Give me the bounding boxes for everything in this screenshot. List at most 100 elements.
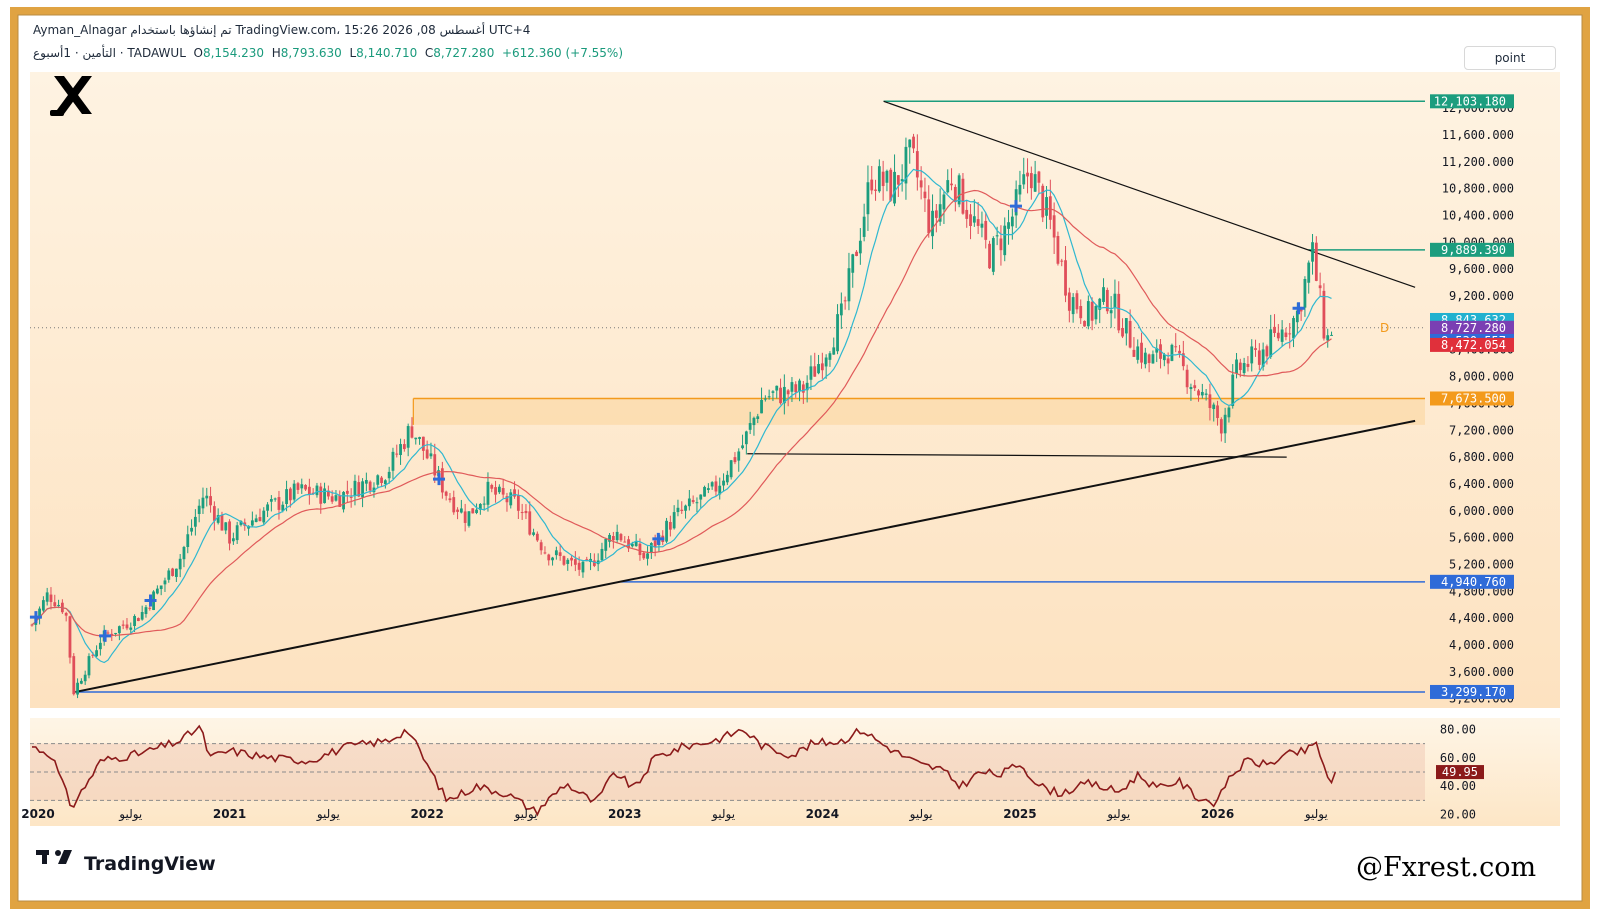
- candle-body: [368, 481, 372, 491]
- candle-body: [760, 399, 763, 414]
- uptrend-line: [75, 419, 1416, 693]
- candle-body: [528, 511, 532, 535]
- candle-body: [1075, 293, 1079, 310]
- rsi-line: [31, 724, 1337, 817]
- candle-body: [1128, 320, 1132, 348]
- rsi-value-box: [1436, 765, 1484, 780]
- candle-body: [554, 550, 558, 556]
- candle-body: [794, 384, 798, 393]
- candle-body: [444, 491, 448, 496]
- candle-body: [577, 562, 581, 570]
- candle-body: [235, 525, 239, 541]
- candle-body: [1113, 293, 1117, 308]
- candle-body: [76, 682, 79, 695]
- candle-body: [573, 559, 577, 565]
- price-label-text: 8,727.280: [1441, 321, 1506, 335]
- low-value: 8,140.710: [356, 46, 418, 60]
- candle-body: [209, 496, 212, 506]
- y-tick-label: 5,600.000: [1449, 531, 1514, 545]
- price-label-text: 7,673.500: [1441, 391, 1506, 405]
- current-marker: D: [1380, 321, 1389, 335]
- candle-body: [988, 243, 991, 269]
- candle-body: [330, 496, 334, 502]
- candle-body: [874, 189, 877, 191]
- candle-body: [1273, 326, 1276, 334]
- candle-body: [733, 457, 737, 463]
- candle-body: [684, 505, 687, 511]
- candle-body: [741, 445, 744, 449]
- candle-body: [619, 534, 623, 541]
- candle-body: [87, 656, 91, 676]
- watermark-text: @Fxrest.com: [1356, 852, 1537, 883]
- candle-body: [1314, 242, 1318, 281]
- fast-moving-average-line: [31, 168, 1332, 664]
- candle-body: [706, 488, 710, 490]
- x-tick-label: 2021: [213, 807, 246, 821]
- candle-body: [1311, 242, 1314, 262]
- candle-body: [414, 437, 418, 440]
- candle-body: [315, 485, 319, 496]
- candle-body: [95, 650, 98, 657]
- candle-body: [456, 509, 459, 512]
- candle-body: [649, 543, 653, 553]
- rsi-tick-label: 80.00: [1440, 722, 1476, 736]
- candle-body: [893, 171, 896, 204]
- candle-body: [1326, 335, 1330, 341]
- price-label-text: 4,940.760: [1441, 575, 1506, 589]
- candle-body: [497, 486, 501, 493]
- price-label-text: 3,299.170: [1441, 685, 1506, 699]
- candle-body: [1052, 215, 1056, 238]
- candle-body: [984, 220, 988, 240]
- candle-body: [1033, 174, 1037, 192]
- candle-body: [1303, 279, 1307, 308]
- candle-body: [292, 483, 296, 500]
- candle-body: [1208, 394, 1212, 409]
- candle-body: [1318, 285, 1322, 289]
- channel-upper-line: [883, 100, 1416, 288]
- candle-body: [646, 553, 649, 559]
- signal-marker-icon: [433, 473, 446, 486]
- candle-body: [695, 502, 699, 504]
- candle-body: [482, 503, 486, 505]
- candle-body: [1102, 287, 1105, 302]
- x-tick-label: 2023: [608, 807, 641, 821]
- candle-body: [896, 175, 900, 185]
- candle-body: [1117, 293, 1121, 331]
- candle-body: [535, 533, 539, 541]
- x-tick-label: يوليو: [1106, 807, 1130, 822]
- candle-body: [1189, 387, 1193, 390]
- candle-body: [49, 594, 53, 602]
- candle-body: [608, 534, 611, 542]
- chart-author-line: Ayman_Alnagar تم إنشاؤها باستخدام Tradin…: [33, 23, 531, 37]
- candle-body: [680, 509, 684, 511]
- candle-body: [786, 390, 790, 395]
- y-tick-label: 9,200.000: [1449, 289, 1514, 303]
- candle-body: [285, 489, 288, 505]
- candle-body: [505, 496, 509, 503]
- candle-body: [288, 488, 292, 501]
- candle-body: [486, 481, 490, 505]
- candle-body: [399, 444, 402, 456]
- candle-body: [653, 540, 657, 548]
- candle-body: [1178, 350, 1181, 354]
- candle-body: [338, 495, 342, 507]
- candle-body: [1155, 348, 1159, 353]
- x-tick-label: يوليو: [513, 807, 537, 822]
- candle-body: [1212, 404, 1216, 410]
- candle-body: [1026, 172, 1029, 177]
- candle-body: [448, 498, 452, 501]
- candle-body: [1193, 385, 1197, 389]
- candle-body: [881, 171, 885, 187]
- candle-body: [931, 210, 934, 237]
- scale-mode-button[interactable]: point: [1464, 46, 1556, 70]
- candle-body: [193, 516, 197, 527]
- candle-body: [950, 183, 953, 186]
- signal-marker-icon: [29, 611, 42, 624]
- x-tick-label: 2024: [806, 807, 839, 821]
- candle-body: [1204, 393, 1208, 395]
- y-tick-label: 6,000.000: [1449, 504, 1514, 518]
- candle-body: [1060, 260, 1064, 262]
- candle-body: [129, 627, 133, 630]
- candle-body: [433, 454, 437, 476]
- candle-body: [969, 214, 972, 226]
